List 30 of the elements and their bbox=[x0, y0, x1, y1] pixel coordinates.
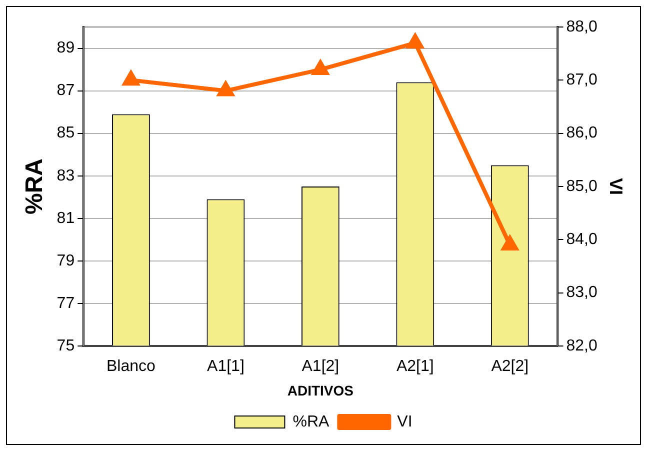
point bbox=[502, 236, 518, 250]
x-tick-label: A1[2] bbox=[302, 358, 340, 376]
y-tick-label: 75 bbox=[56, 337, 75, 354]
y2-axis-title: VI bbox=[606, 178, 626, 196]
y2-tick-label: 82,0 bbox=[566, 337, 598, 354]
x-tick-label: Blanco bbox=[106, 358, 156, 376]
y2-tick-label: 86,0 bbox=[566, 124, 598, 142]
legend-label: %RA bbox=[292, 413, 330, 430]
y-axis-title: %RA bbox=[21, 158, 48, 215]
y-tick-label: 77 bbox=[56, 294, 75, 312]
y2-tick-label: 87,0 bbox=[566, 72, 598, 89]
x-tick-label: A1[1] bbox=[207, 358, 244, 376]
point bbox=[122, 71, 140, 86]
y2-tick-label: 83,0 bbox=[566, 284, 598, 302]
x-tick-label: A2[1] bbox=[396, 358, 434, 376]
y-tick-label: 89 bbox=[56, 40, 75, 57]
y2-tick-label: 88,0 bbox=[566, 18, 598, 36]
point bbox=[312, 60, 328, 76]
point bbox=[218, 82, 234, 96]
legend-label: VI bbox=[397, 413, 412, 430]
x-tick-label: A2[2] bbox=[491, 358, 529, 376]
y-tick-label: 87 bbox=[56, 82, 75, 100]
y-tick-label: 83 bbox=[56, 167, 75, 184]
y-tick-label: 81 bbox=[56, 210, 75, 227]
x-axis-title: ADITIVOS bbox=[287, 382, 354, 398]
y2-tick-label: 84,0 bbox=[566, 231, 598, 248]
y2-tick-label: 85,0 bbox=[566, 178, 598, 195]
y-tick-label: 85 bbox=[56, 124, 75, 142]
y-tick-label: 79 bbox=[56, 252, 75, 270]
point bbox=[407, 34, 424, 48]
